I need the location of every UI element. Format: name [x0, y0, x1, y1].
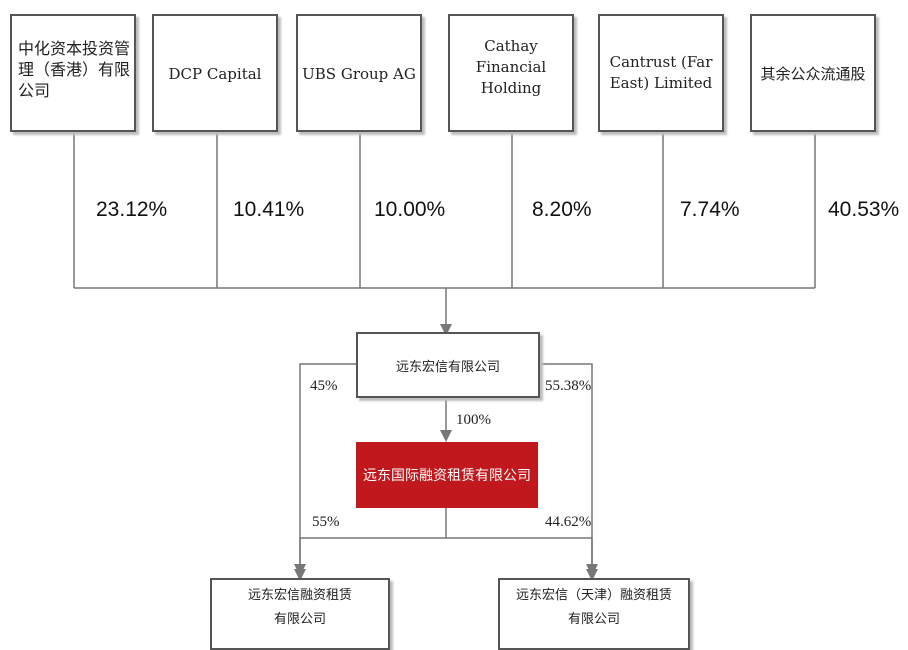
- parent-company-name: 远东宏信有限公司: [395, 359, 500, 375]
- stake-pct-2: 10.41%: [233, 198, 305, 221]
- subsidiary-box-1: 远东宏信融资租赁 有限公司: [210, 578, 390, 650]
- core-company-box: 远东国际融资租赁有限公司: [356, 442, 538, 508]
- shareholder-box-2: DCP Capital: [152, 14, 278, 132]
- shareholder-box-4: Cathay Financial Holding: [448, 14, 574, 132]
- shareholder-box-1: 中化资本投资管 理（香港）有限 公司: [10, 14, 136, 132]
- stake-pct-6: 40.53%: [828, 198, 900, 221]
- parent-left-line: [294, 363, 356, 576]
- shareholder-name-3: UBS Group AG: [302, 65, 416, 83]
- shareholder-box-3: UBS Group AG: [296, 14, 422, 132]
- stake-pct-1: 23.12%: [96, 198, 168, 221]
- stake-pct-4: 8.20%: [532, 198, 592, 221]
- parent-right-line: [540, 363, 598, 576]
- edge-pct-core-left: 55%: [312, 514, 340, 530]
- shareholder-name-5: Cantrust (Far East) Limited: [609, 53, 713, 92]
- edge-pct-parent-right: 55.38%: [545, 378, 592, 394]
- edge-pct-core-right: 44.62%: [545, 514, 592, 530]
- shareholder-name-6: 其余公众流通股: [760, 65, 866, 83]
- stake-pct-5: 7.74%: [680, 198, 740, 221]
- shareholder-name-4: Cathay Financial Holding: [475, 37, 547, 97]
- shareholder-name-2: DCP Capital: [168, 65, 262, 83]
- shareholder-box-6: 其余公众流通股: [750, 14, 876, 132]
- subsidiary-name-1: 远东宏信融资租赁 有限公司: [247, 588, 352, 627]
- edge-pct-parent-core: 100%: [456, 412, 491, 428]
- edge-pct-parent-left: 45%: [310, 378, 338, 394]
- parent-company-box: 远东宏信有限公司: [356, 332, 540, 398]
- subsidiary-box-2: 远东宏信（天津）融资租赁 有限公司: [498, 578, 690, 650]
- stake-pct-3: 10.00%: [374, 198, 446, 221]
- shareholder-box-5: Cantrust (Far East) Limited: [598, 14, 724, 132]
- subsidiary-name-2: 远东宏信（天津）融资租赁 有限公司: [515, 588, 672, 627]
- shareholder-name-1: 中化资本投资管 理（香港）有限 公司: [18, 39, 131, 100]
- core-company-name: 远东国际融资租赁有限公司: [363, 468, 531, 484]
